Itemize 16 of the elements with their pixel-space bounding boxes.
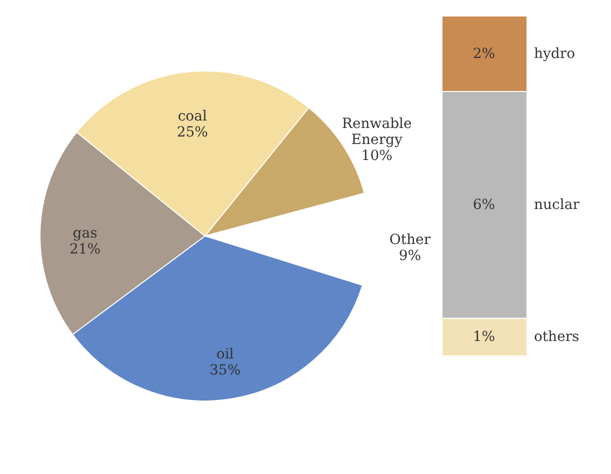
data-label: 9% bbox=[398, 248, 422, 264]
data-label: 1% bbox=[472, 329, 496, 346]
slice-label: Renwable Energy bbox=[342, 116, 412, 148]
slice-label: Other bbox=[389, 232, 431, 248]
data-label: 21% bbox=[69, 242, 101, 258]
slice-label: gas bbox=[72, 226, 98, 242]
data-label: 35% bbox=[210, 362, 241, 378]
series-label: nuclar bbox=[534, 196, 580, 213]
data-label: 25% bbox=[176, 124, 208, 141]
data-label: 6% bbox=[472, 196, 496, 213]
slice-label: oil bbox=[216, 346, 234, 362]
series-label: hydro bbox=[534, 46, 576, 62]
slice-label: coal bbox=[178, 108, 208, 125]
series-label: others bbox=[534, 329, 580, 346]
data-label: 10% bbox=[361, 148, 392, 164]
data-label: 2% bbox=[472, 46, 496, 62]
